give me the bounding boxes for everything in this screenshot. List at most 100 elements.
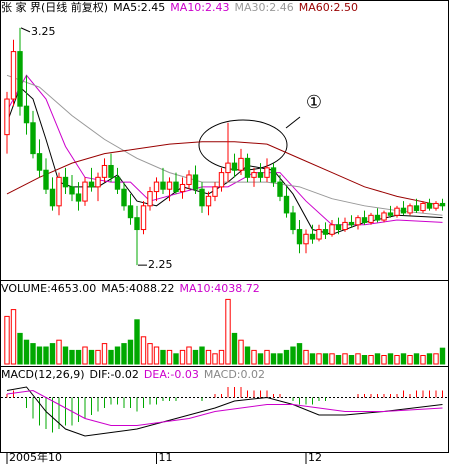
candle-body [374, 214, 381, 221]
volume-bar [433, 353, 439, 365]
volume-bar [30, 343, 36, 365]
stock-title: 张 家 界(日线 前复权) [1, 1, 109, 14]
candle-body [4, 98, 10, 136]
volume-bar [244, 346, 251, 365]
candle-body [400, 207, 407, 214]
volume-bar [205, 349, 212, 365]
candle-body [225, 162, 231, 174]
volume-header: VOLUME:4653.00 MA5:4088.22 MA10:4038.72 [1, 282, 265, 295]
volume-bar [316, 353, 322, 365]
callout: ① [306, 92, 322, 113]
volume-bar [251, 349, 257, 365]
candle-body [244, 157, 251, 178]
volume-bar [95, 349, 101, 365]
volume-bar [173, 353, 179, 365]
volume-bar [166, 349, 173, 365]
candle-body [407, 205, 413, 214]
volume-bar [36, 346, 43, 365]
candle-body [251, 172, 257, 178]
candle-body [342, 221, 348, 231]
volume-bar [420, 355, 426, 365]
annotation-label: 3.25 [31, 25, 56, 38]
volume-bar [342, 353, 348, 365]
candle-body [160, 181, 166, 190]
macd-title: MACD(12,26,9) [1, 368, 85, 381]
volume-bar [192, 349, 199, 365]
volume-bar [10, 309, 17, 365]
candle-body [355, 217, 361, 226]
candle-body [62, 176, 69, 188]
candle-body [238, 157, 244, 171]
candle-body [368, 214, 374, 223]
candle-body [205, 195, 212, 207]
candle-body [270, 167, 277, 183]
candle-body [166, 181, 173, 190]
candle-body [420, 202, 426, 212]
candle-body [88, 181, 95, 188]
candle-body [257, 172, 264, 178]
candle-body [36, 153, 43, 171]
candle-body [387, 212, 394, 216]
candle-body [114, 176, 121, 190]
legend-entry: MA5:4088.22 [101, 282, 175, 295]
legend-entry: DEA:-0.03 [143, 368, 199, 381]
volume-bar [75, 349, 82, 365]
candle-body [361, 217, 368, 223]
legend-entry: MA10:4038.72 [179, 282, 260, 295]
candle-body [381, 212, 387, 221]
volume-bar [225, 298, 231, 365]
x-tick-label: 11 [159, 451, 173, 464]
volume-bar [290, 346, 296, 365]
volume-bar [348, 355, 355, 365]
candle-body [316, 229, 322, 240]
candle-body [75, 193, 82, 202]
candle-body [17, 51, 23, 107]
volume-bar [361, 355, 368, 365]
volume-bar [329, 353, 335, 365]
candle-body [303, 233, 309, 245]
volume-bar [147, 343, 153, 365]
frame [0, 0, 449, 453]
candle-body [283, 195, 290, 214]
price-header: 张 家 界(日线 前复权) MA5:2.45 MA10:2.43 MA30:2.46 M… [1, 1, 363, 14]
ma-line [6, 389, 443, 426]
volume-bar [283, 349, 290, 365]
x-tick-label: 2005年10 [9, 450, 62, 464]
annotation-label: 2.25 [148, 258, 173, 271]
candle-body [56, 176, 62, 207]
candle-body [212, 186, 218, 197]
volume-bar [381, 355, 387, 365]
volume-bar [374, 353, 381, 365]
volume-bar [355, 353, 361, 365]
candle-body [439, 202, 446, 207]
candle-body [335, 224, 342, 231]
annotation-arrow [20, 27, 31, 33]
volume-bar [108, 349, 114, 365]
legend-entry: DIF:-0.02 [89, 368, 139, 381]
ma-line [6, 141, 443, 207]
volume-bar [160, 349, 166, 365]
volume-bar [394, 355, 400, 365]
candle-body [23, 105, 30, 124]
candle-body [433, 202, 439, 209]
callout-arrow [285, 116, 301, 129]
candle-body [147, 191, 153, 207]
candle-body [127, 205, 134, 219]
volume-bar [134, 319, 140, 365]
candle-body [322, 229, 329, 235]
volume-bar [114, 346, 121, 365]
candle-body [49, 188, 56, 207]
candle-body [329, 224, 335, 235]
volume-bar [17, 332, 23, 365]
volume-bar [231, 332, 238, 365]
volume-bar [62, 346, 69, 365]
volume-bar [186, 346, 192, 365]
volume-bar [82, 346, 88, 365]
volume-bar [368, 355, 374, 365]
volume-bar [199, 346, 205, 365]
volume-bar [43, 346, 49, 365]
volume-bar [296, 343, 303, 365]
volume-bar [264, 349, 270, 365]
candle-body [218, 172, 225, 188]
